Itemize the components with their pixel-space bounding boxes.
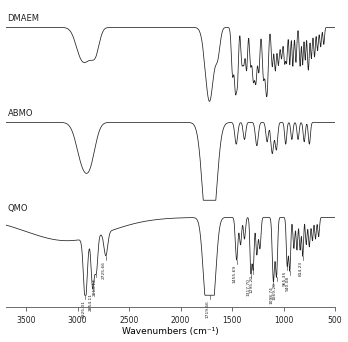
Text: 1317.70: 1317.70 bbox=[247, 278, 251, 297]
Text: 965.35: 965.35 bbox=[283, 271, 287, 286]
Text: DMAEM: DMAEM bbox=[8, 14, 40, 23]
Text: 2925.01: 2925.01 bbox=[81, 300, 85, 318]
Text: 2818.14: 2818.14 bbox=[92, 278, 96, 296]
X-axis label: Wavenumbers (cm⁻¹): Wavenumbers (cm⁻¹) bbox=[122, 327, 219, 337]
Text: 1455.69: 1455.69 bbox=[233, 265, 237, 283]
Text: 1098.74: 1098.74 bbox=[269, 287, 274, 304]
Text: QMO: QMO bbox=[8, 204, 28, 213]
Text: 1295.20: 1295.20 bbox=[249, 275, 253, 293]
Text: 1069.20: 1069.20 bbox=[272, 282, 277, 300]
Text: 1719.66: 1719.66 bbox=[206, 300, 209, 318]
Text: 814.23: 814.23 bbox=[299, 261, 303, 276]
Text: 2854.11: 2854.11 bbox=[89, 293, 93, 311]
Text: ABMO: ABMO bbox=[8, 109, 33, 118]
Text: 940.08: 940.08 bbox=[286, 276, 290, 291]
Text: 2725.66: 2725.66 bbox=[102, 261, 106, 278]
